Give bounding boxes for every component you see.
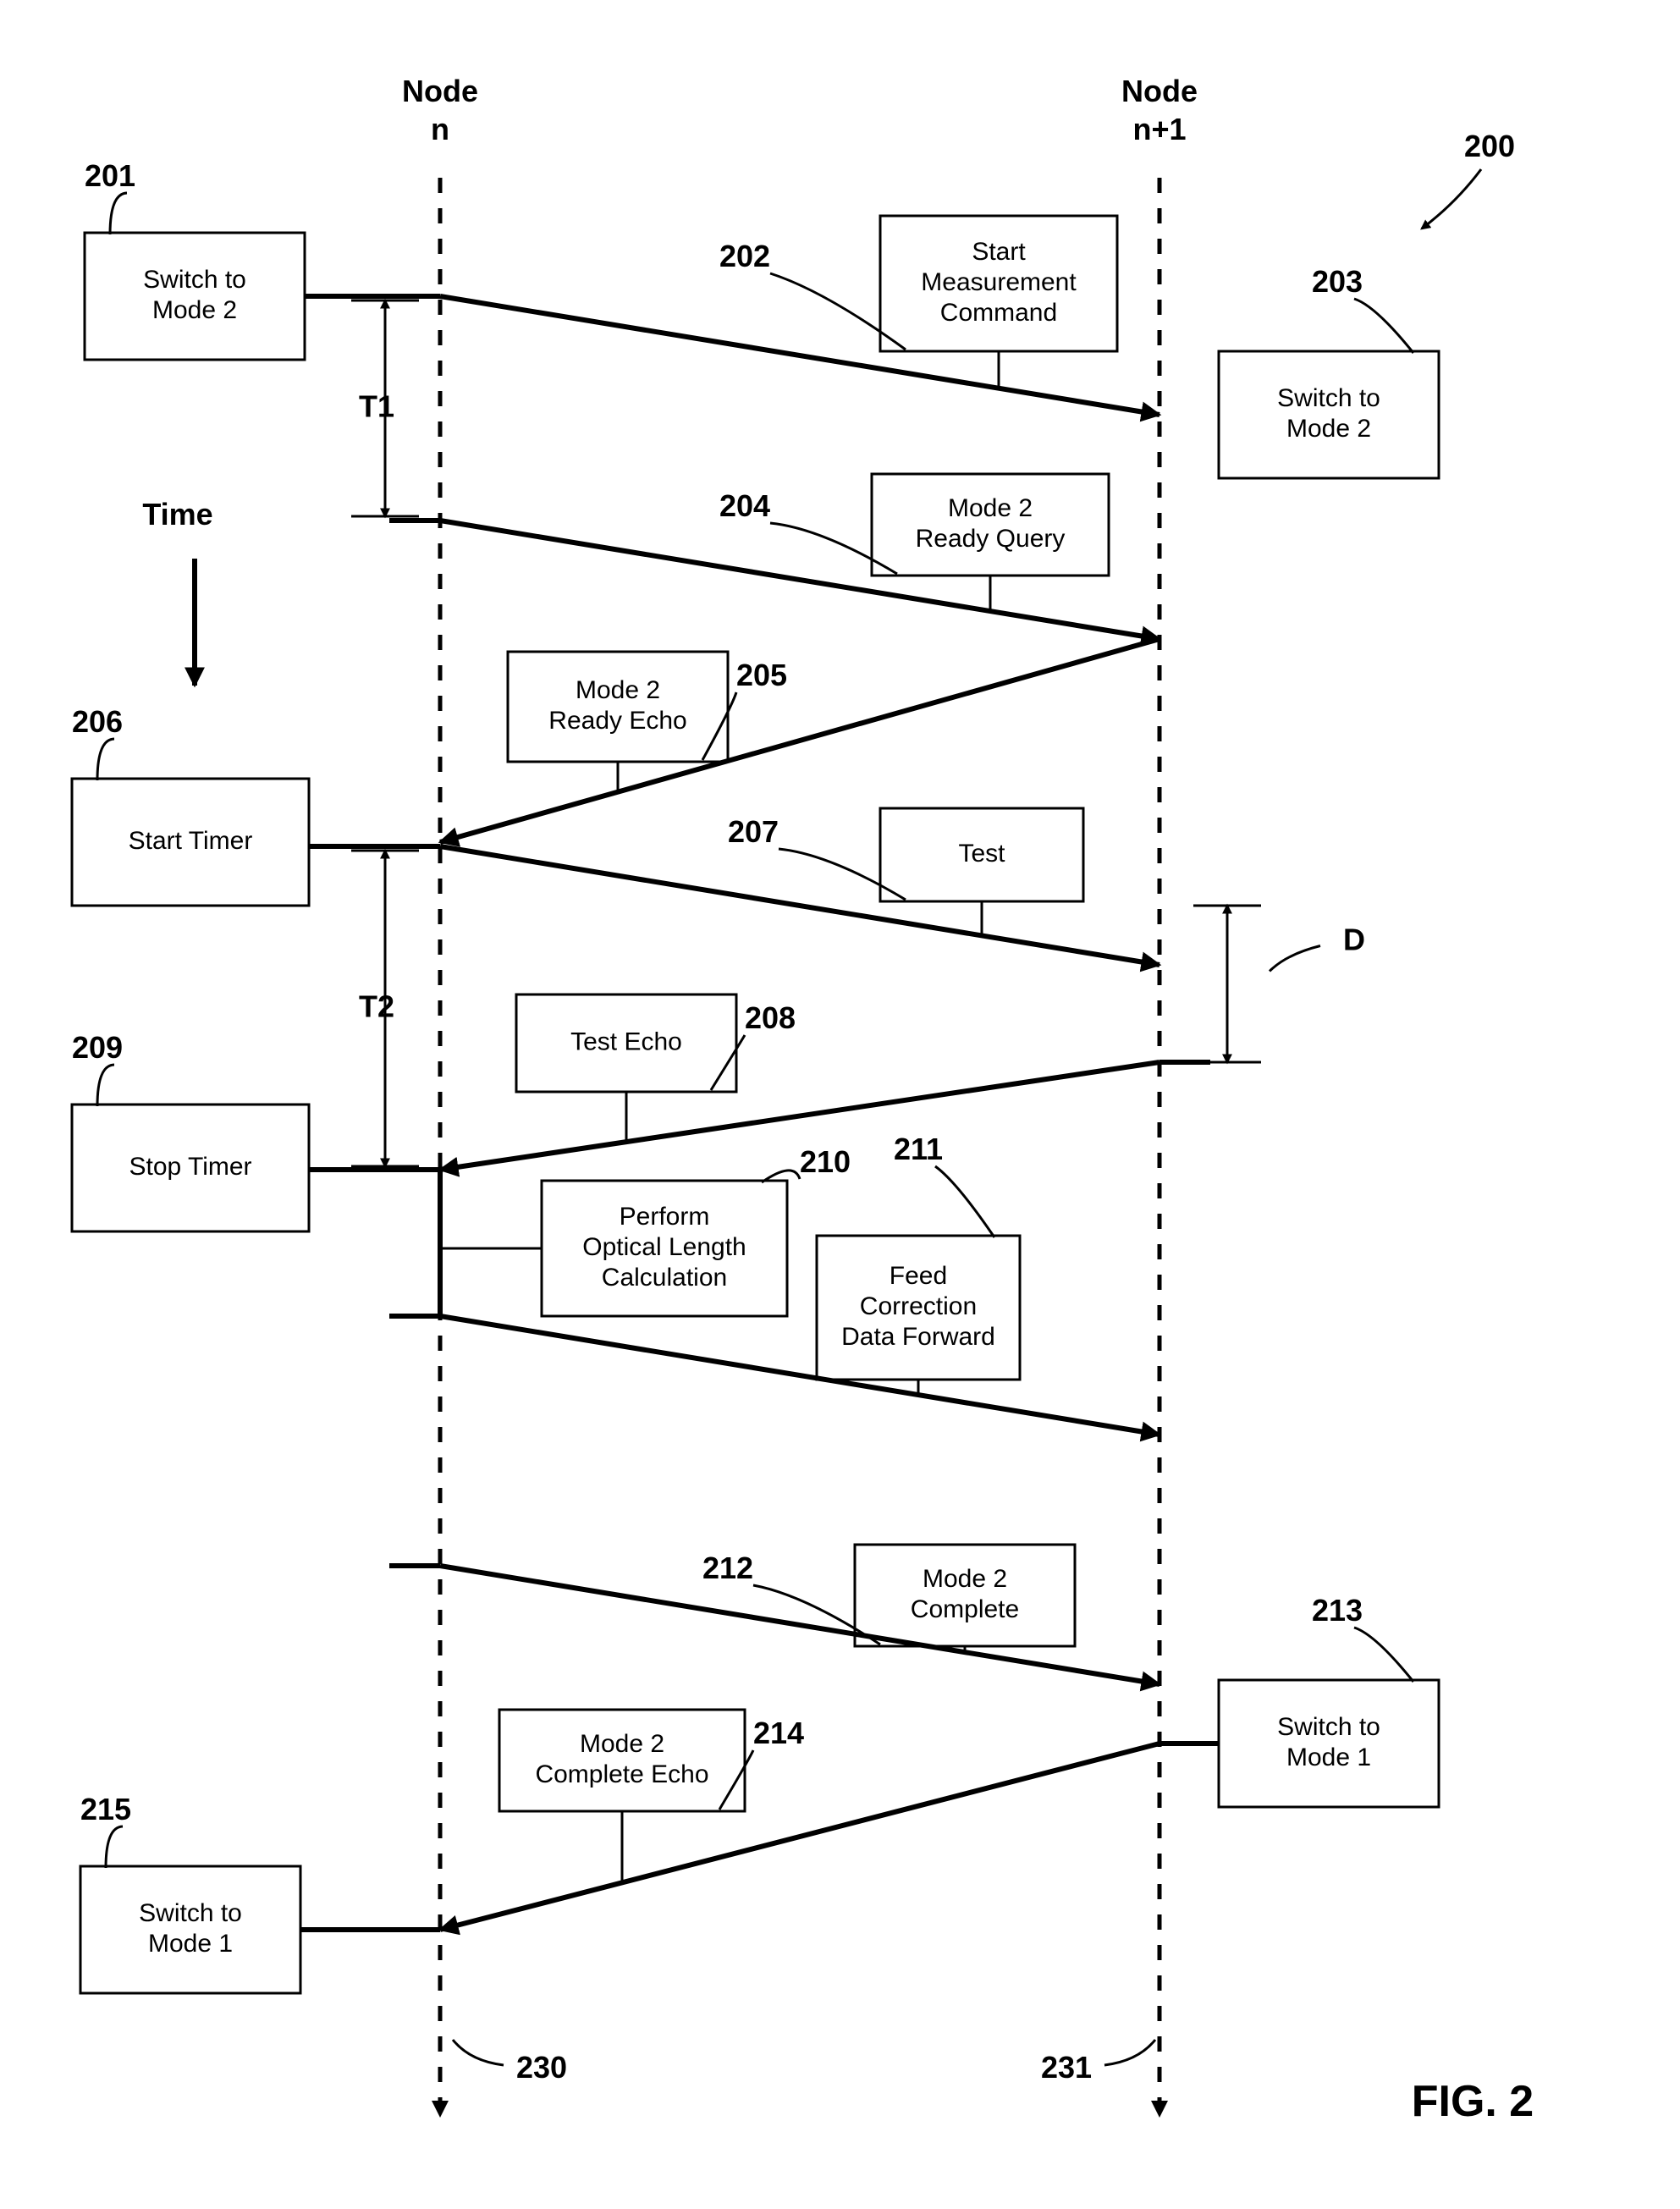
svg-text:Mode 1: Mode 1 bbox=[148, 1930, 233, 1958]
svg-text:T1: T1 bbox=[359, 389, 394, 424]
svg-text:Ready Query: Ready Query bbox=[916, 525, 1066, 553]
svg-text:211: 211 bbox=[894, 1132, 943, 1166]
svg-text:Data Forward: Data Forward bbox=[841, 1323, 995, 1351]
svg-text:Mode 1: Mode 1 bbox=[1286, 1744, 1371, 1771]
svg-text:Node: Node bbox=[1121, 74, 1198, 108]
svg-text:Mode 2: Mode 2 bbox=[923, 1565, 1007, 1593]
svg-text:FIG. 2: FIG. 2 bbox=[1412, 2077, 1534, 2126]
svg-text:230: 230 bbox=[516, 2050, 567, 2085]
svg-text:214: 214 bbox=[753, 1716, 804, 1750]
svg-text:208: 208 bbox=[745, 1000, 796, 1035]
svg-text:200: 200 bbox=[1464, 129, 1515, 163]
svg-text:205: 205 bbox=[736, 658, 787, 692]
svg-text:Time: Time bbox=[142, 497, 212, 532]
svg-text:Correction: Correction bbox=[860, 1292, 977, 1320]
svg-text:210: 210 bbox=[800, 1144, 851, 1179]
svg-text:209: 209 bbox=[72, 1030, 123, 1065]
svg-text:Node: Node bbox=[402, 74, 478, 108]
svg-text:Feed: Feed bbox=[890, 1262, 947, 1290]
svg-text:Start Timer: Start Timer bbox=[129, 827, 253, 855]
svg-text:Start: Start bbox=[972, 238, 1026, 266]
svg-text:Measurement: Measurement bbox=[921, 268, 1077, 296]
svg-text:202: 202 bbox=[719, 239, 770, 273]
svg-text:212: 212 bbox=[702, 1551, 753, 1585]
svg-text:Command: Command bbox=[940, 299, 1057, 327]
svg-text:203: 203 bbox=[1312, 264, 1363, 299]
svg-text:Optical Length: Optical Length bbox=[582, 1233, 746, 1261]
svg-text:207: 207 bbox=[728, 814, 779, 849]
svg-text:206: 206 bbox=[72, 704, 123, 739]
svg-text:204: 204 bbox=[719, 488, 770, 523]
svg-text:Switch to: Switch to bbox=[143, 266, 246, 294]
svg-text:201: 201 bbox=[85, 158, 135, 193]
svg-text:Complete Echo: Complete Echo bbox=[535, 1760, 708, 1788]
svg-text:D: D bbox=[1343, 923, 1365, 957]
svg-text:Switch to: Switch to bbox=[1277, 384, 1380, 412]
svg-text:Mode 2: Mode 2 bbox=[948, 494, 1033, 522]
svg-text:213: 213 bbox=[1312, 1593, 1363, 1628]
svg-text:Switch to: Switch to bbox=[1277, 1713, 1380, 1741]
svg-text:Mode 2: Mode 2 bbox=[580, 1730, 664, 1758]
svg-text:n: n bbox=[431, 112, 449, 146]
svg-text:Complete: Complete bbox=[911, 1595, 1019, 1623]
svg-text:Stop Timer: Stop Timer bbox=[129, 1153, 251, 1181]
svg-text:Switch to: Switch to bbox=[139, 1899, 242, 1927]
svg-text:Ready Echo: Ready Echo bbox=[548, 707, 686, 735]
svg-text:n+1: n+1 bbox=[1132, 112, 1186, 146]
svg-text:T2: T2 bbox=[359, 989, 394, 1024]
svg-text:231: 231 bbox=[1041, 2050, 1092, 2085]
svg-text:Mode 2: Mode 2 bbox=[152, 296, 237, 324]
svg-text:Perform: Perform bbox=[620, 1203, 710, 1231]
svg-text:Test Echo: Test Echo bbox=[570, 1027, 682, 1055]
svg-text:215: 215 bbox=[80, 1792, 131, 1826]
svg-text:Calculation: Calculation bbox=[602, 1264, 727, 1292]
svg-text:Mode 2: Mode 2 bbox=[576, 676, 660, 704]
svg-text:Test: Test bbox=[958, 840, 1005, 868]
svg-text:Mode 2: Mode 2 bbox=[1286, 415, 1371, 443]
